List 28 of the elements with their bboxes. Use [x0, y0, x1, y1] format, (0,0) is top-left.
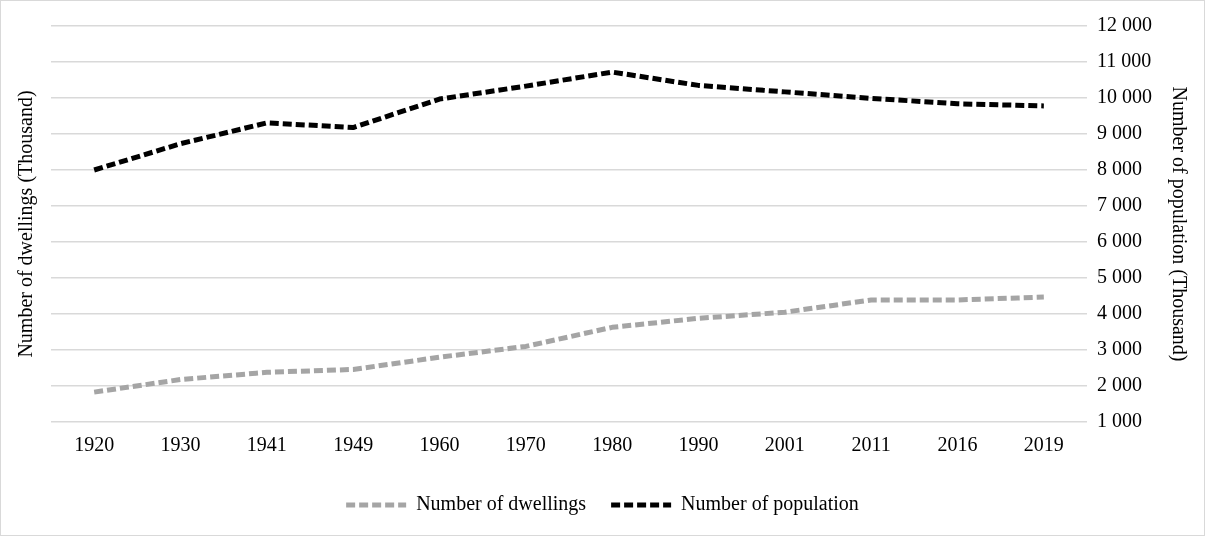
x-tick-label: 1970 [505, 433, 546, 456]
y2-tick-label: 6 000 [1097, 229, 1142, 252]
y2-tick-label: 2 000 [1097, 373, 1142, 396]
x-tick-label: 2011 [851, 433, 891, 456]
y2-tick-label: 12 000 [1097, 13, 1152, 36]
y-axis-title: Number of dwellings (Thousand) [14, 90, 38, 358]
y2-tick-label: 8 000 [1097, 157, 1142, 180]
y2-tick-label: 3 000 [1097, 337, 1142, 360]
x-tick-label: 1980 [592, 433, 633, 456]
y2-tick-label: 11 000 [1097, 49, 1152, 72]
x-tick-label: 2019 [1023, 433, 1064, 456]
legend-label: Number of population [681, 492, 859, 516]
y2-axis-title: Number of population (Thousand) [1167, 86, 1191, 362]
x-tick-label: 1949 [333, 433, 374, 456]
x-tick-label: 1920 [74, 433, 115, 456]
y2-tick-label: 7 000 [1097, 193, 1142, 216]
x-tick-label: 1990 [678, 433, 719, 456]
x-tick-label: 1960 [419, 433, 460, 456]
y2-tick-label: 10 000 [1097, 85, 1152, 108]
y2-tick-label: 5 000 [1097, 265, 1142, 288]
y2-tick-label: 1 000 [1097, 409, 1142, 432]
y2-tick-label: 4 000 [1097, 301, 1142, 324]
x-tick-label: 1941 [246, 433, 287, 456]
y2-tick-label: 9 000 [1097, 121, 1142, 144]
x-tick-label: 2016 [937, 433, 978, 456]
legend-label: Number of dwellings [416, 492, 587, 516]
x-tick-label: 1930 [160, 433, 201, 456]
x-tick-label: 2001 [764, 433, 805, 456]
